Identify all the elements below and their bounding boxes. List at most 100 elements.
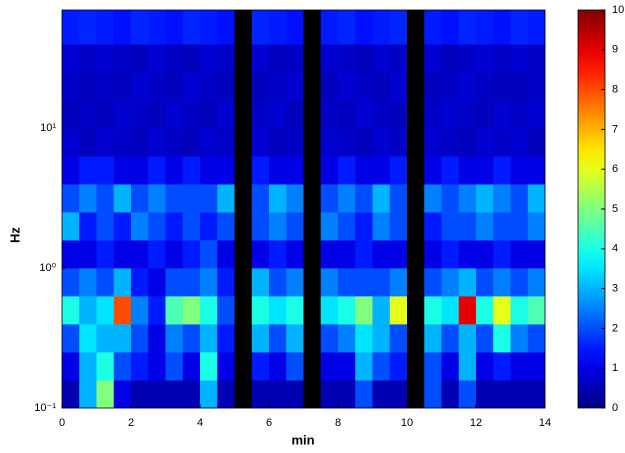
gap-cell	[407, 268, 425, 297]
heat-cell	[96, 296, 115, 325]
heat-cell	[286, 100, 304, 129]
heat-cell	[148, 352, 166, 381]
heat-cell	[372, 380, 391, 409]
heat-cell	[355, 324, 373, 353]
colorbar-tick-label: 1	[612, 362, 618, 374]
heat-cell	[62, 212, 80, 241]
heat-cell	[320, 352, 339, 381]
heat-cell	[251, 128, 270, 157]
gap-cell	[234, 156, 253, 185]
gap-cell	[407, 44, 425, 73]
gap-cell	[407, 380, 425, 409]
heat-cell	[217, 72, 235, 101]
heat-cell	[458, 100, 477, 129]
heat-cell	[389, 10, 408, 45]
gap-cell	[303, 324, 322, 353]
heat-cell	[355, 380, 373, 409]
heat-cell	[148, 184, 166, 213]
heat-cell	[113, 72, 132, 101]
gap-cell	[407, 240, 425, 269]
heat-cell	[62, 128, 80, 157]
heat-cell	[165, 100, 184, 129]
heat-cell	[476, 352, 494, 381]
heat-cell	[131, 240, 149, 269]
heat-cell	[148, 100, 166, 129]
heat-cell	[200, 100, 218, 129]
heat-cell	[113, 212, 132, 241]
heat-cell	[96, 212, 115, 241]
heat-cell	[338, 184, 356, 213]
heat-cell	[476, 100, 494, 129]
heat-cell	[389, 268, 408, 297]
colorbar-tick-label: 2	[612, 322, 618, 334]
y-tick-label: 10⁰	[39, 262, 56, 274]
heat-cell	[286, 240, 304, 269]
heat-cell	[79, 44, 97, 73]
heat-cell	[286, 10, 304, 45]
colorbar-tick-label: 8	[612, 84, 618, 96]
colorbar-tick-label: 4	[612, 243, 618, 255]
heat-cell	[424, 44, 442, 73]
heat-cell	[182, 156, 201, 185]
heat-cell	[148, 296, 166, 325]
heat-cell	[441, 184, 460, 213]
heat-cell	[182, 268, 201, 297]
heat-cell	[424, 156, 442, 185]
gap-cell	[234, 240, 253, 269]
x-tick-label: 0	[59, 417, 65, 429]
heat-cell	[510, 240, 529, 269]
heat-cell	[182, 240, 201, 269]
heat-cell	[441, 10, 460, 45]
heat-cell	[200, 380, 218, 409]
heat-cell	[476, 380, 494, 409]
heat-cell	[476, 184, 494, 213]
heat-cell	[355, 184, 373, 213]
heat-cell	[493, 240, 511, 269]
heat-cell	[200, 72, 218, 101]
heat-cell	[510, 296, 529, 325]
heat-cell	[476, 324, 494, 353]
heat-cell	[165, 268, 184, 297]
heat-cell	[389, 100, 408, 129]
gap-cell	[234, 296, 253, 325]
heat-cell	[320, 156, 339, 185]
heat-cell	[527, 184, 546, 213]
heat-cell	[493, 156, 511, 185]
heat-cell	[148, 212, 166, 241]
heat-cell	[96, 128, 115, 157]
heat-cell	[62, 156, 80, 185]
heat-cell	[510, 268, 529, 297]
heat-cell	[372, 212, 391, 241]
heat-cell	[458, 156, 477, 185]
heat-cell	[510, 100, 529, 129]
heat-cell	[165, 240, 184, 269]
heat-cell	[286, 296, 304, 325]
heat-cell	[96, 240, 115, 269]
heat-cell	[493, 324, 511, 353]
heat-cell	[62, 240, 80, 269]
heat-cell	[269, 240, 287, 269]
gap-cell	[234, 380, 253, 409]
heat-cell	[62, 72, 80, 101]
heat-cell	[338, 268, 356, 297]
heat-cell	[251, 268, 270, 297]
heat-cell	[113, 352, 132, 381]
heat-cell	[96, 100, 115, 129]
heat-cell	[62, 296, 80, 325]
heat-cell	[251, 10, 270, 45]
heat-cell	[217, 240, 235, 269]
heat-cell	[355, 212, 373, 241]
heat-cell	[200, 10, 218, 45]
heat-cell	[338, 100, 356, 129]
heat-cell	[527, 268, 546, 297]
colorbar-tick-label: 10	[612, 4, 624, 16]
heat-cell	[182, 128, 201, 157]
heat-cell	[251, 72, 270, 101]
heat-cell	[286, 72, 304, 101]
gap-cell	[407, 352, 425, 381]
gap-cell	[407, 184, 425, 213]
heat-cell	[113, 100, 132, 129]
gap-cell	[407, 72, 425, 101]
heat-cell	[165, 128, 184, 157]
